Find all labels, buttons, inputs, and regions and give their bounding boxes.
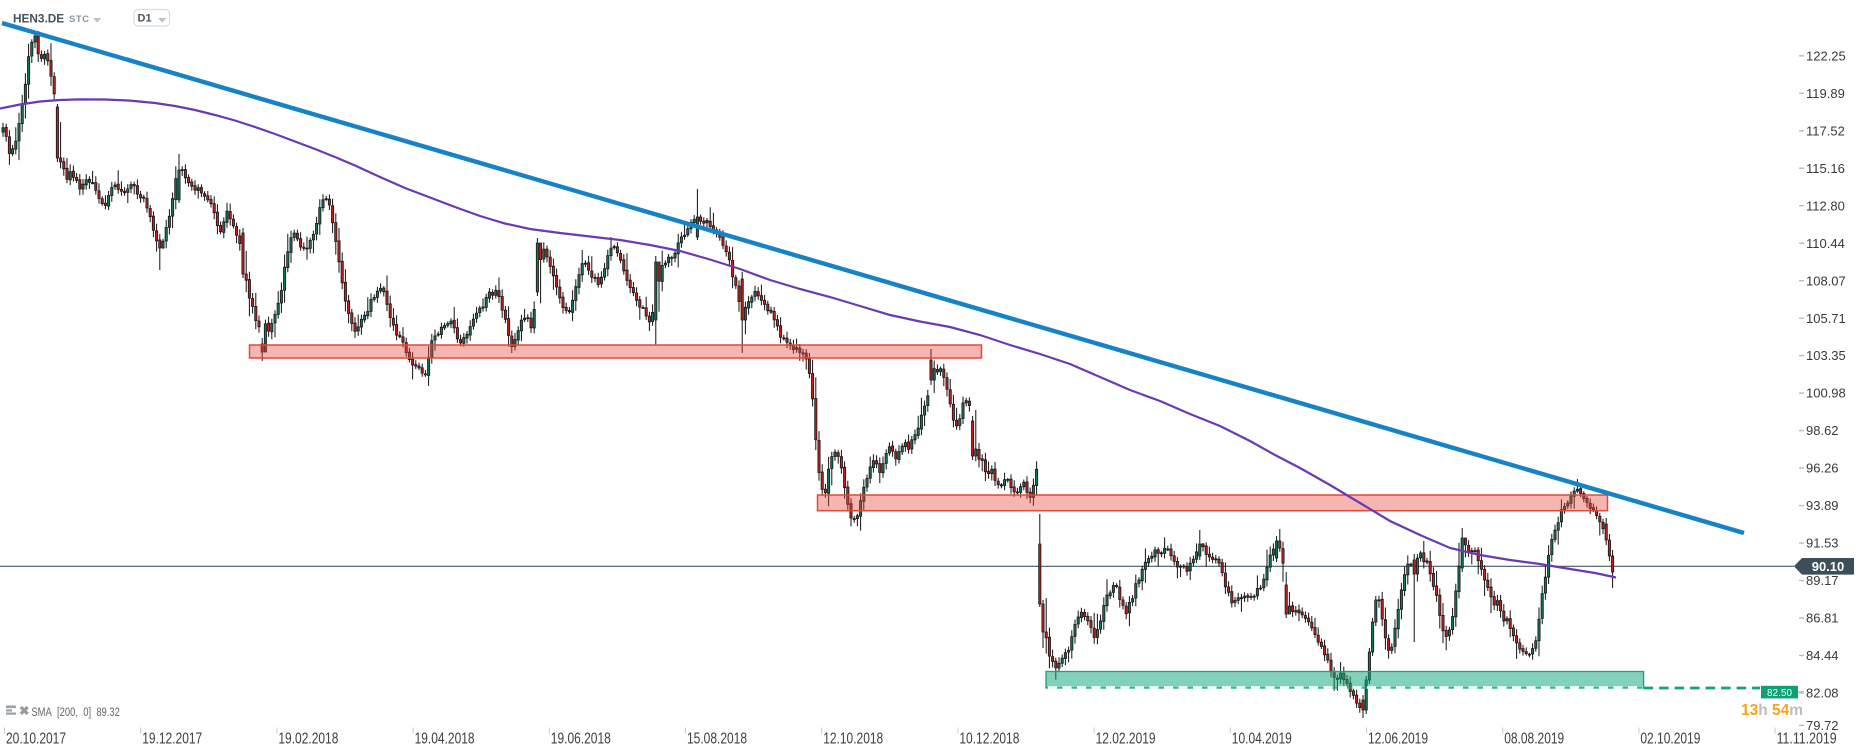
- svg-text:19.02.2018: 19.02.2018: [278, 731, 338, 748]
- svg-text:12.10.2018: 12.10.2018: [823, 731, 883, 748]
- svg-text:12.06.2019: 12.06.2019: [1368, 731, 1428, 748]
- svg-text:20.10.2017: 20.10.2017: [6, 731, 66, 748]
- svg-text:SMA [200, 0] 89.32: SMA [200, 0] 89.32: [31, 707, 120, 719]
- svg-text:108.07: 108.07: [1806, 273, 1846, 288]
- svg-text:08.08.2019: 08.08.2019: [1504, 731, 1564, 748]
- svg-text:91.53: 91.53: [1806, 536, 1839, 551]
- svg-text:15.08.2018: 15.08.2018: [687, 731, 747, 748]
- svg-text:117.52: 117.52: [1806, 123, 1845, 138]
- svg-text:82.08: 82.08: [1806, 686, 1839, 701]
- svg-text:112.80: 112.80: [1806, 198, 1845, 213]
- svg-text:100.98: 100.98: [1806, 386, 1846, 401]
- svg-text:105.71: 105.71: [1806, 311, 1846, 326]
- svg-text:96.26: 96.26: [1806, 461, 1839, 476]
- svg-text:12.02.2019: 12.02.2019: [1096, 731, 1156, 748]
- svg-text:STC: STC: [69, 14, 90, 25]
- svg-text:10.12.2018: 10.12.2018: [959, 731, 1019, 748]
- svg-text:HEN3.DE: HEN3.DE: [13, 12, 64, 26]
- svg-text:103.35: 103.35: [1806, 348, 1846, 363]
- svg-text:79.72: 79.72: [1806, 718, 1839, 733]
- svg-text:110.44: 110.44: [1806, 236, 1845, 251]
- svg-text:93.89: 93.89: [1806, 498, 1839, 513]
- svg-text:02.10.2019: 02.10.2019: [1640, 731, 1700, 748]
- svg-text:19.06.2018: 19.06.2018: [551, 731, 611, 748]
- svg-text:19.04.2018: 19.04.2018: [415, 731, 475, 748]
- svg-text:84.44: 84.44: [1806, 648, 1839, 663]
- svg-text:D1: D1: [138, 13, 152, 25]
- svg-text:119.89: 119.89: [1806, 86, 1845, 101]
- svg-text:86.81: 86.81: [1806, 611, 1839, 626]
- svg-text:98.62: 98.62: [1806, 423, 1839, 438]
- svg-text:82.50: 82.50: [1767, 688, 1792, 699]
- svg-text:19.12.2017: 19.12.2017: [142, 731, 202, 748]
- svg-text:✖: ✖: [19, 704, 30, 718]
- svg-text:90.10: 90.10: [1812, 559, 1845, 574]
- svg-text:11.11.2019: 11.11.2019: [1777, 731, 1837, 748]
- svg-text:122.25: 122.25: [1806, 48, 1846, 63]
- svg-text:10.04.2019: 10.04.2019: [1232, 731, 1292, 748]
- svg-text:13h 54m: 13h 54m: [1741, 702, 1803, 719]
- svg-text:89.17: 89.17: [1806, 573, 1839, 588]
- svg-text:115.16: 115.16: [1806, 161, 1845, 176]
